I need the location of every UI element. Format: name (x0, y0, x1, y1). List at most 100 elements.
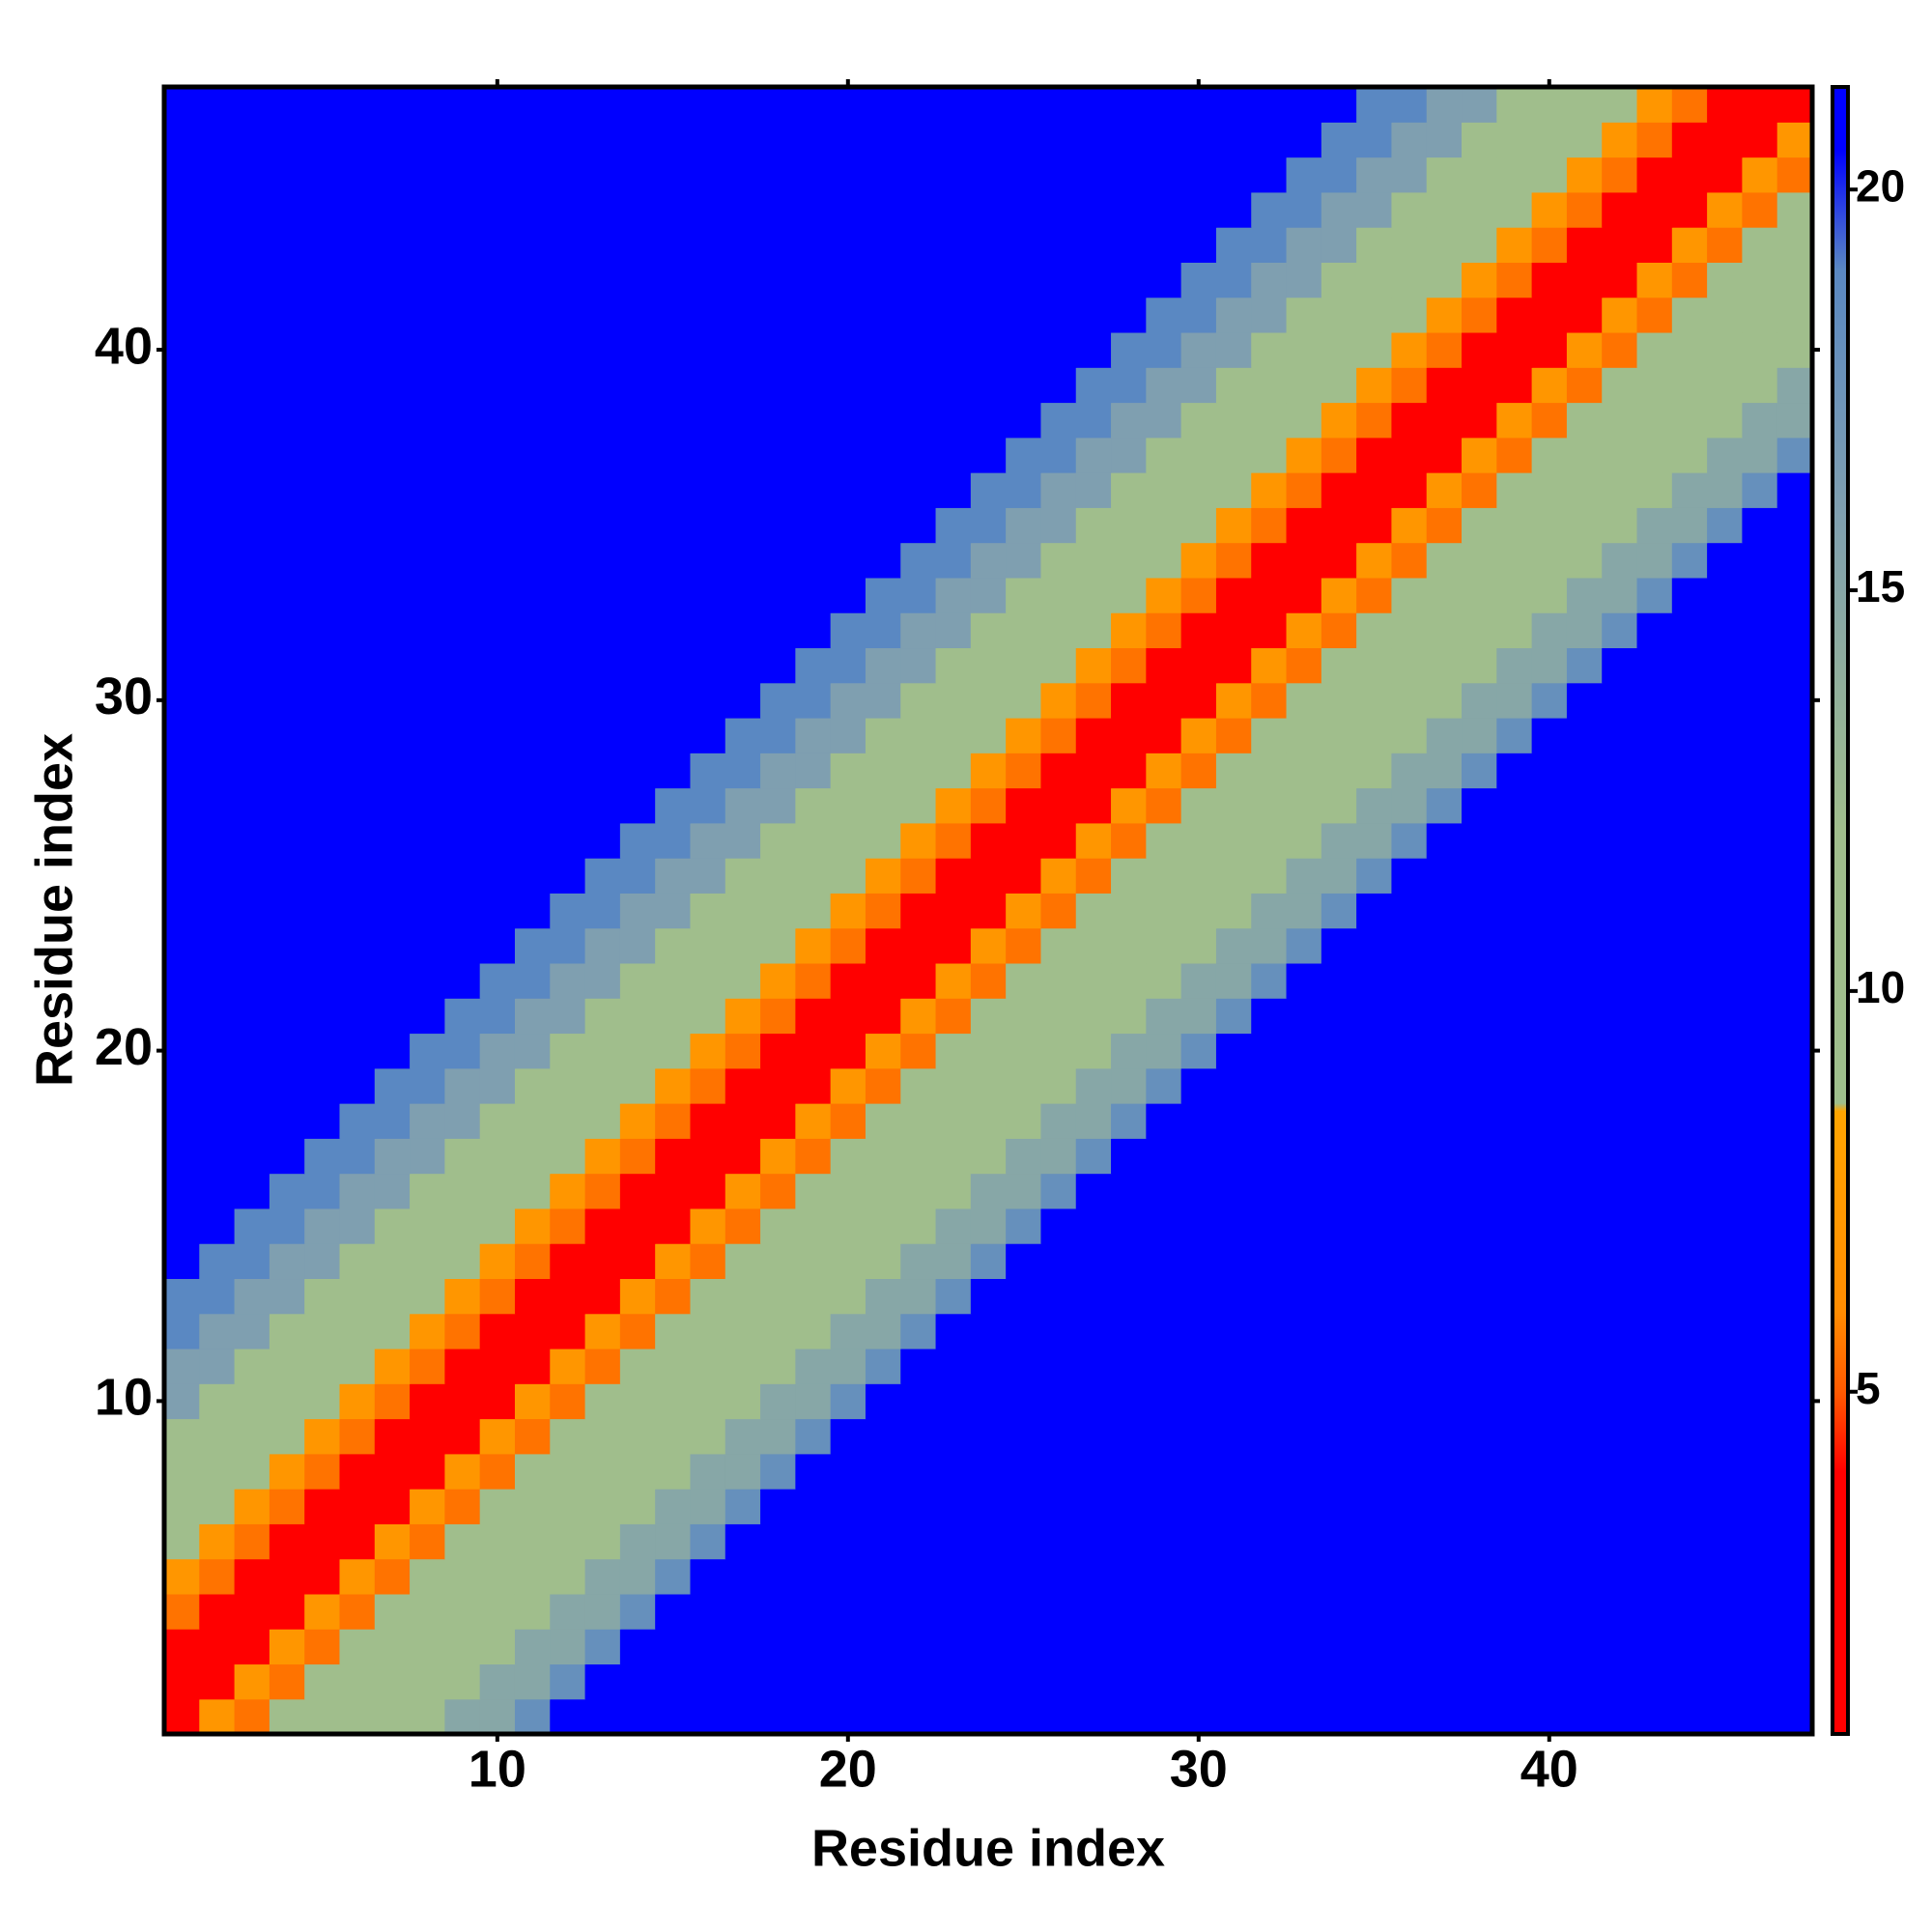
heatmap-cell (550, 331, 586, 368)
heatmap-cell (1356, 717, 1393, 753)
heatmap-cell (339, 1383, 376, 1420)
heatmap-cell (234, 1558, 270, 1595)
heatmap-cell (1215, 1629, 1252, 1665)
heatmap-cell (1356, 191, 1393, 228)
heatmap-cell (1496, 402, 1533, 439)
heatmap-cell (1776, 507, 1813, 544)
heatmap-cell (444, 437, 481, 473)
heatmap-cell (1671, 1383, 1708, 1420)
heatmap-cell (1286, 156, 1322, 193)
heatmap-cell (1391, 927, 1428, 964)
heatmap-cell (234, 1033, 270, 1069)
heatmap-cell (1251, 822, 1288, 859)
heatmap-cell (865, 507, 901, 544)
heatmap-cell (1426, 1067, 1463, 1104)
heatmap-cell (444, 262, 481, 298)
heatmap-cell (1075, 542, 1112, 579)
heatmap-cell (1602, 1138, 1638, 1175)
heatmap-cell (1215, 1523, 1252, 1560)
heatmap-cell (304, 122, 341, 158)
heatmap-cell (339, 1033, 376, 1069)
heatmap-cell (1707, 577, 1744, 613)
heatmap-cell (619, 1348, 656, 1384)
heatmap-cell (479, 1383, 516, 1420)
heatmap-cell (935, 367, 972, 404)
heatmap-cell (1742, 577, 1778, 613)
heatmap-cell (724, 1067, 761, 1104)
heatmap-cell (1215, 227, 1252, 263)
heatmap-cell (1671, 1208, 1708, 1244)
heatmap-cell (1462, 297, 1497, 333)
heatmap-cell (1356, 1523, 1393, 1560)
heatmap-cell (304, 1033, 341, 1069)
heatmap-cell (1636, 1558, 1673, 1595)
heatmap-cell (970, 1067, 1007, 1104)
heatmap-cell (1180, 262, 1217, 298)
heatmap-cell (1707, 1418, 1744, 1455)
heatmap-cell (1251, 577, 1288, 613)
heatmap-cell (865, 1453, 901, 1490)
heatmap-cell (900, 1489, 937, 1524)
heatmap-cell (1496, 1313, 1533, 1350)
heatmap-cell (479, 122, 516, 158)
heatmap-cell (1742, 1313, 1778, 1350)
heatmap-cell (479, 297, 516, 333)
heatmap-cell (410, 1489, 445, 1524)
heatmap-cell (339, 1663, 376, 1700)
heatmap-cell (1391, 822, 1428, 859)
heatmap-cell (269, 191, 305, 228)
heatmap-cell (1426, 822, 1463, 859)
heatmap-cell (865, 1033, 901, 1069)
heatmap-cell (1531, 472, 1568, 508)
heatmap-cell (935, 507, 972, 544)
heatmap-cell (724, 753, 761, 789)
heatmap-cell (269, 1173, 305, 1209)
heatmap-cell (1180, 507, 1217, 544)
heatmap-cell (690, 262, 726, 298)
heatmap-cell (1075, 402, 1112, 439)
heatmap-cell (970, 1208, 1007, 1244)
heatmap-cell (1391, 367, 1428, 404)
heatmap-cell (1496, 1523, 1533, 1560)
heatmap-cell (1040, 753, 1077, 789)
heatmap-cell (865, 682, 901, 719)
heatmap-cell (1146, 1629, 1182, 1665)
heatmap-cell (584, 1663, 621, 1700)
heatmap-cell (164, 331, 200, 368)
y-tick-label: 10 (95, 1369, 153, 1427)
heatmap-cell (1566, 87, 1603, 123)
heatmap-cell (1636, 1629, 1673, 1665)
heatmap-cell (1707, 507, 1744, 544)
heatmap-cell (1251, 962, 1288, 999)
heatmap-cell (1251, 542, 1288, 579)
heatmap-cell (304, 402, 341, 439)
heatmap-cell (164, 612, 200, 649)
heatmap-cell (690, 1278, 726, 1315)
heatmap-cell (1146, 893, 1182, 929)
heatmap-cell (1251, 1593, 1288, 1630)
heatmap-cell (1426, 753, 1463, 789)
heatmap-cell (1356, 682, 1393, 719)
heatmap-cell (1636, 717, 1673, 753)
heatmap-cell (1180, 1348, 1217, 1384)
heatmap-cell (1531, 1593, 1568, 1630)
heatmap-cell (1180, 1663, 1217, 1700)
heatmap-cell (1426, 1418, 1463, 1455)
heatmap-cell (1391, 331, 1428, 368)
heatmap-cell (410, 893, 445, 929)
heatmap-cell (1321, 1453, 1357, 1490)
heatmap-cell (690, 612, 726, 649)
heatmap-cell (900, 998, 937, 1035)
heatmap-cell (1636, 1067, 1673, 1104)
heatmap-cell (1531, 122, 1568, 158)
heatmap-cell (1671, 682, 1708, 719)
heatmap-cell (199, 1138, 236, 1175)
heatmap-cell (199, 1593, 236, 1630)
heatmap-cell (1356, 1278, 1393, 1315)
heatmap-cell (304, 1698, 341, 1735)
heatmap-cell (619, 87, 656, 123)
heatmap-cell (1321, 858, 1357, 894)
heatmap-cell (1356, 156, 1393, 193)
heatmap-cell (1321, 1243, 1357, 1280)
heatmap-cell (199, 822, 236, 859)
